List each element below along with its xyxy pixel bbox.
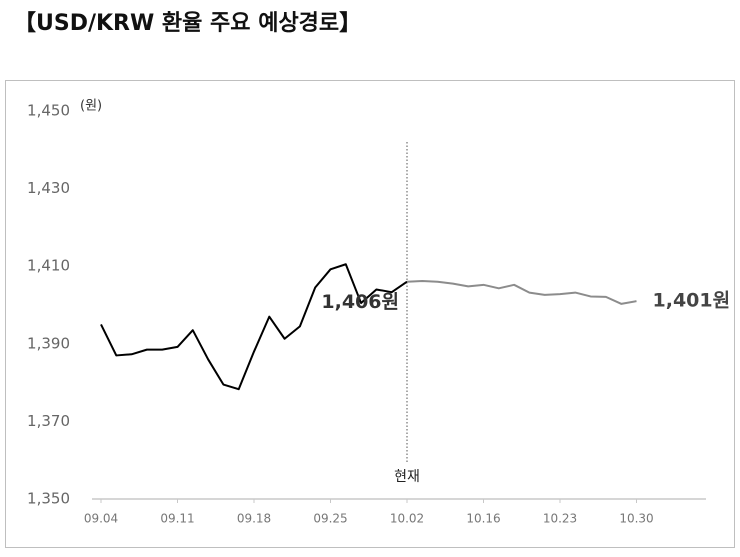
y-tick-label: 1,410 xyxy=(27,257,70,275)
chart-frame xyxy=(5,80,735,548)
x-tick-label: 09.11 xyxy=(160,512,194,526)
x-tick-label: 10.30 xyxy=(619,512,653,526)
y-tick-label: 1,350 xyxy=(27,490,70,508)
x-tick-label: 09.25 xyxy=(313,512,347,526)
y-unit: (원) xyxy=(80,99,102,114)
y-tick-label: 1,370 xyxy=(27,412,70,430)
series-line xyxy=(406,279,637,305)
x-tick-label: 10.23 xyxy=(543,512,577,526)
end-label: 1,401원 xyxy=(653,290,731,312)
end-label: 1,406원 xyxy=(321,291,399,313)
y-tick-label: 1,450 xyxy=(27,102,70,120)
marker-label: 현재 xyxy=(394,469,420,485)
x-tick-label: 10.02 xyxy=(390,512,424,526)
x-tick-label: 09.18 xyxy=(237,512,271,526)
x-tick-label: 09.04 xyxy=(84,512,118,526)
chart-title: 【USD/KRW 환율 주요 예상경로】 xyxy=(14,11,361,36)
y-tick-label: 1,390 xyxy=(27,334,70,352)
series-line xyxy=(100,263,408,391)
x-tick-label: 10.16 xyxy=(466,512,500,526)
y-tick-label: 1,430 xyxy=(27,179,70,197)
